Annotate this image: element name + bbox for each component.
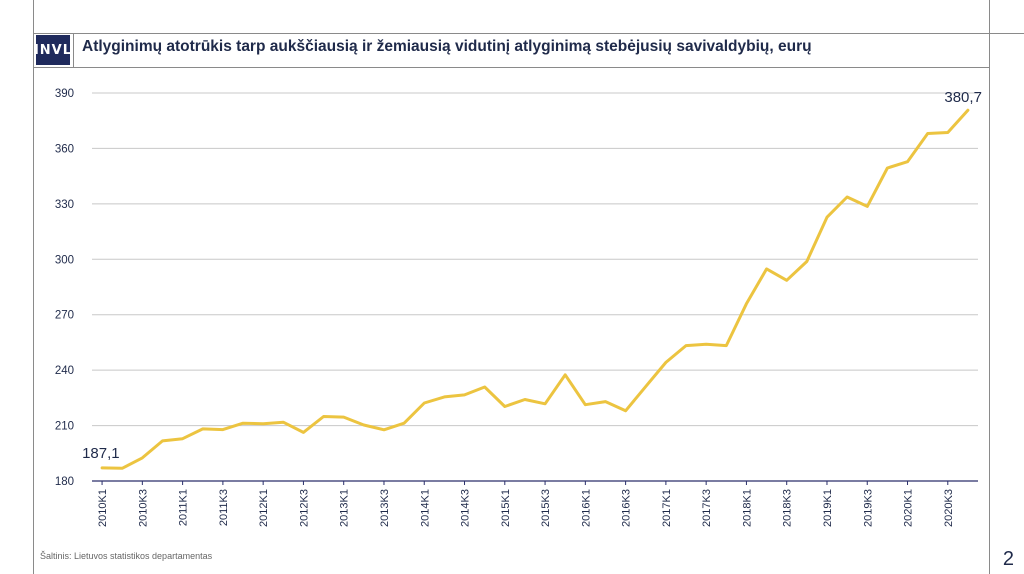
- x-tick-label: 2019K1: [822, 489, 834, 527]
- x-tick-label: 2012K3: [298, 489, 310, 527]
- x-tick-label: 2020K3: [943, 489, 955, 527]
- x-tick-label: 2017K1: [661, 489, 673, 527]
- x-tick-label: 2015K3: [540, 489, 552, 527]
- x-tick-labels: 2010K1 2010K3 2011K1 2011K3 2012K1 2012K3 2013…: [97, 481, 955, 527]
- chart-title: Atlyginimų atotrūkis tarp aukščiausią ir…: [82, 38, 812, 55]
- x-tick-label: 2012K1: [258, 489, 270, 527]
- data-label-first: 187,1: [82, 445, 120, 462]
- series-layer: [100, 108, 970, 470]
- y-tick-label: 330: [55, 199, 74, 211]
- x-tick-label: 2018K1: [741, 489, 753, 527]
- y-tick-label: 390: [55, 88, 74, 100]
- x-tick-label: 2017K3: [701, 489, 713, 527]
- invl-logo: INVL: [34, 35, 71, 65]
- x-tick-label: 2016K3: [621, 489, 633, 527]
- x-tick-label: 2016K1: [580, 489, 592, 527]
- y-tick-label: 270: [55, 310, 74, 322]
- x-tick-label: 2010K3: [137, 489, 149, 527]
- right-frame-line: [989, 0, 990, 574]
- x-tick-label: 2014K3: [460, 489, 472, 527]
- right-top-line: [989, 33, 1024, 34]
- x-tick-label: 2010K1: [97, 489, 109, 527]
- series-line: [100, 108, 970, 470]
- x-tick-label: 2014K1: [419, 489, 431, 527]
- page-number: 2: [1002, 548, 1014, 570]
- x-tick-label: 2011K1: [178, 489, 190, 526]
- data-labels: 187,1 380,7: [82, 89, 982, 462]
- logo-separator: [73, 33, 74, 67]
- data-label-last: 380,7: [944, 89, 982, 106]
- x-tick-label: 2011K3: [218, 489, 230, 526]
- y-tick-label: 180: [55, 476, 74, 488]
- y-tick-label: 240: [55, 365, 74, 377]
- header-bar: [33, 33, 989, 70]
- x-tick-label: 2013K3: [379, 489, 391, 527]
- header-bottom-line: [33, 67, 989, 68]
- x-tick-label: 2015K1: [500, 489, 512, 527]
- y-tick-labels: 180 210 240 270 300 330 360 390: [55, 88, 74, 488]
- x-tick-label: 2018K3: [782, 489, 794, 527]
- left-frame-line: [33, 0, 34, 574]
- y-tick-label: 210: [55, 421, 74, 433]
- grid-layer: [92, 92, 978, 482]
- x-tick-label: 2019K3: [862, 489, 874, 527]
- y-tick-label: 300: [55, 254, 74, 266]
- source-note: Šaltinis: Lietuvos statistikos departame…: [40, 551, 213, 561]
- x-tick-label: 2020K1: [903, 489, 915, 527]
- x-tick-label: 2013K1: [339, 489, 351, 527]
- y-tick-label: 360: [55, 143, 74, 155]
